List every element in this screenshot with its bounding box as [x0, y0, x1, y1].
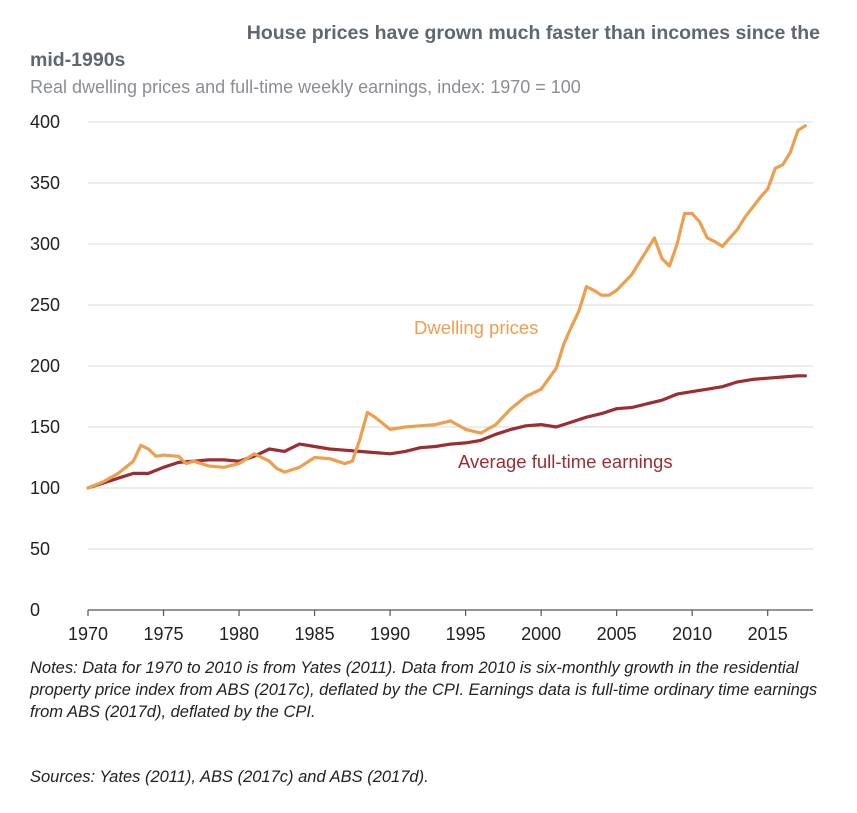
chart-title-line1: House prices have grown much faster than…	[246, 22, 820, 44]
line-chart: 0 50 100 150 200 250 300 350 400 1970 1975 1980 198…	[30, 112, 813, 644]
notes-text: Notes: Data for 1970 to 2010 is from Yat…	[30, 659, 818, 721]
chart-notes: Notes: Data for 1970 to 2010 is from Yat…	[30, 657, 820, 723]
y-tick-label-200: 200	[30, 356, 60, 376]
x-tick-label-2010: 2010	[672, 624, 712, 644]
x-tick-label-1990: 1990	[370, 624, 410, 644]
x-tick-label-2005: 2005	[597, 624, 637, 644]
dwelling-prices-label: Dwelling prices	[414, 317, 538, 338]
series-labels: Dwelling prices Average full-time earning…	[414, 317, 673, 472]
x-tick-label-2015: 2015	[748, 624, 788, 644]
y-tick-label-0: 0	[30, 600, 40, 620]
chart-subtitle: Real dwelling prices and full-time weekl…	[30, 77, 581, 97]
x-axis: 1970 1975 1980 1985 1990 1995 2000 2005 2010 2015	[68, 609, 813, 644]
y-tick-label-50: 50	[30, 539, 50, 559]
x-tick-label-1995: 1995	[446, 624, 486, 644]
chart-title-line2: mid-1990s	[30, 49, 126, 71]
x-tick-label-1980: 1980	[219, 624, 259, 644]
y-tick-label-250: 250	[30, 295, 60, 315]
dwelling-prices-line	[86, 124, 807, 490]
y-tick-label-300: 300	[30, 234, 60, 254]
x-tick-label-1970: 1970	[68, 624, 108, 644]
y-tick-label-100: 100	[30, 478, 60, 498]
grid-lines	[88, 121, 813, 550]
y-tick-label-350: 350	[30, 173, 60, 193]
chart-title: House prices have grown much faster than…	[30, 20, 820, 74]
earnings-line	[86, 374, 807, 490]
chart-sources: Sources: Yates (2011), ABS (2017c) and A…	[30, 768, 429, 786]
y-tick-label-400: 400	[30, 112, 60, 132]
series-lines	[86, 124, 807, 490]
y-axis-tick-labels: 0 50 100 150 200 250 300 350 400	[30, 112, 60, 620]
x-tick-label-2000: 2000	[521, 624, 561, 644]
x-tick-label-1985: 1985	[295, 624, 335, 644]
y-tick-label-150: 150	[30, 417, 60, 437]
x-tick-label-1975: 1975	[143, 624, 183, 644]
earnings-label: Average full-time earnings	[458, 451, 673, 472]
